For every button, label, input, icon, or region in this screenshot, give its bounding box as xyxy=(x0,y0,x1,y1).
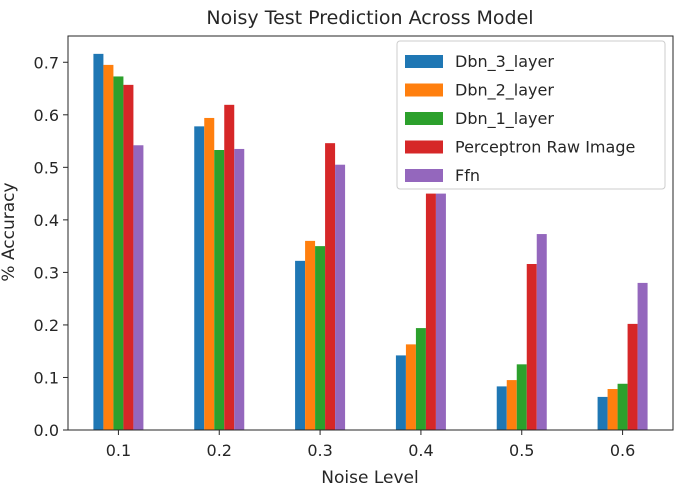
bar-dbn-1-layer-0.1 xyxy=(113,76,124,430)
bar-dbn-2-layer-0.6 xyxy=(607,389,618,430)
bar-ffn-0.4 xyxy=(435,193,446,430)
legend-swatch xyxy=(405,112,443,125)
legend: Dbn_3_layer Dbn_2_layer Dbn_1_layer Percept… xyxy=(396,40,666,190)
axes-layer: 0.0 0.1 0.2 0.3 0.4 0.5 0.6 0.7 0.1 0.2 0.3 0.4 0.5 0… xyxy=(34,35,674,460)
y-tick-label: 0.2 xyxy=(34,316,59,335)
chart-title: Noisy Test Prediction Across Model xyxy=(206,7,533,29)
bar-dbn-1-layer-0.6 xyxy=(617,383,628,430)
legend-label: Perceptron Raw Image xyxy=(455,138,635,157)
y-tick-label: 0.7 xyxy=(34,53,59,72)
bar-dbn-2-layer-0.4 xyxy=(405,344,416,430)
x-tick-label: 0.1 xyxy=(106,441,131,460)
bar-dbn-3-layer-0.4 xyxy=(395,355,406,430)
bar-dbn-2-layer-0.1 xyxy=(103,64,114,430)
bar-dbn-1-layer-0.5 xyxy=(516,364,527,430)
bar-dbn-1-layer-0.4 xyxy=(415,328,426,430)
bar-ffn-0.1 xyxy=(133,145,144,430)
bar-perceptron-raw-image-0.5 xyxy=(526,263,537,430)
y-tick-label: 0.4 xyxy=(34,211,59,230)
y-tick-label: 0.3 xyxy=(34,263,59,282)
bar-perceptron-raw-image-0.2 xyxy=(224,104,235,430)
bar-dbn-2-layer-0.2 xyxy=(204,117,215,431)
bar-dbn-3-layer-0.3 xyxy=(295,260,306,430)
bar-dbn-1-layer-0.3 xyxy=(315,246,326,430)
legend-label: Dbn_3_layer xyxy=(455,52,554,72)
x-tick-label: 0.4 xyxy=(408,441,433,460)
y-tick-label: 0.1 xyxy=(34,368,59,387)
bar-perceptron-raw-image-0.4 xyxy=(425,193,436,430)
y-tick-label: 0.0 xyxy=(34,421,59,440)
legend-label: Dbn_1_layer xyxy=(455,109,554,129)
bar-dbn-2-layer-0.3 xyxy=(305,240,316,430)
legend-label: Ffn xyxy=(455,166,480,185)
legend-swatch xyxy=(405,83,443,97)
x-tick-label: 0.6 xyxy=(610,441,635,460)
x-axis-label: Noise Level xyxy=(321,468,418,488)
x-tick-label: 0.3 xyxy=(307,441,332,460)
bar-perceptron-raw-image-0.6 xyxy=(627,323,638,430)
bar-dbn-3-layer-0.5 xyxy=(496,386,507,430)
y-axis-label: % Accuracy xyxy=(0,182,19,281)
y-tick-label: 0.6 xyxy=(34,106,59,125)
bar-perceptron-raw-image-0.3 xyxy=(325,143,336,430)
bar-dbn-1-layer-0.2 xyxy=(214,149,225,431)
bar-dbn-3-layer-0.2 xyxy=(194,126,205,430)
bar-ffn-0.5 xyxy=(536,234,547,430)
legend-swatch xyxy=(405,55,443,68)
x-tick-label: 0.5 xyxy=(509,441,534,460)
legend-label: Dbn_2_layer xyxy=(455,81,554,101)
bar-ffn-0.3 xyxy=(335,164,346,430)
bar-perceptron-raw-image-0.1 xyxy=(123,84,134,430)
bars-layer xyxy=(93,53,648,431)
x-tick-label: 0.2 xyxy=(207,441,232,460)
legend-swatch xyxy=(405,140,443,154)
bar-dbn-3-layer-0.1 xyxy=(93,53,104,431)
legend-swatch xyxy=(405,169,443,182)
bar-ffn-0.2 xyxy=(234,148,245,431)
legend-box xyxy=(396,40,666,190)
plot-frame xyxy=(67,35,674,431)
bar-dbn-2-layer-0.5 xyxy=(506,380,517,430)
bar-ffn-0.6 xyxy=(637,282,648,430)
y-tick-label: 0.5 xyxy=(34,158,59,177)
bar-dbn-3-layer-0.6 xyxy=(597,396,608,430)
